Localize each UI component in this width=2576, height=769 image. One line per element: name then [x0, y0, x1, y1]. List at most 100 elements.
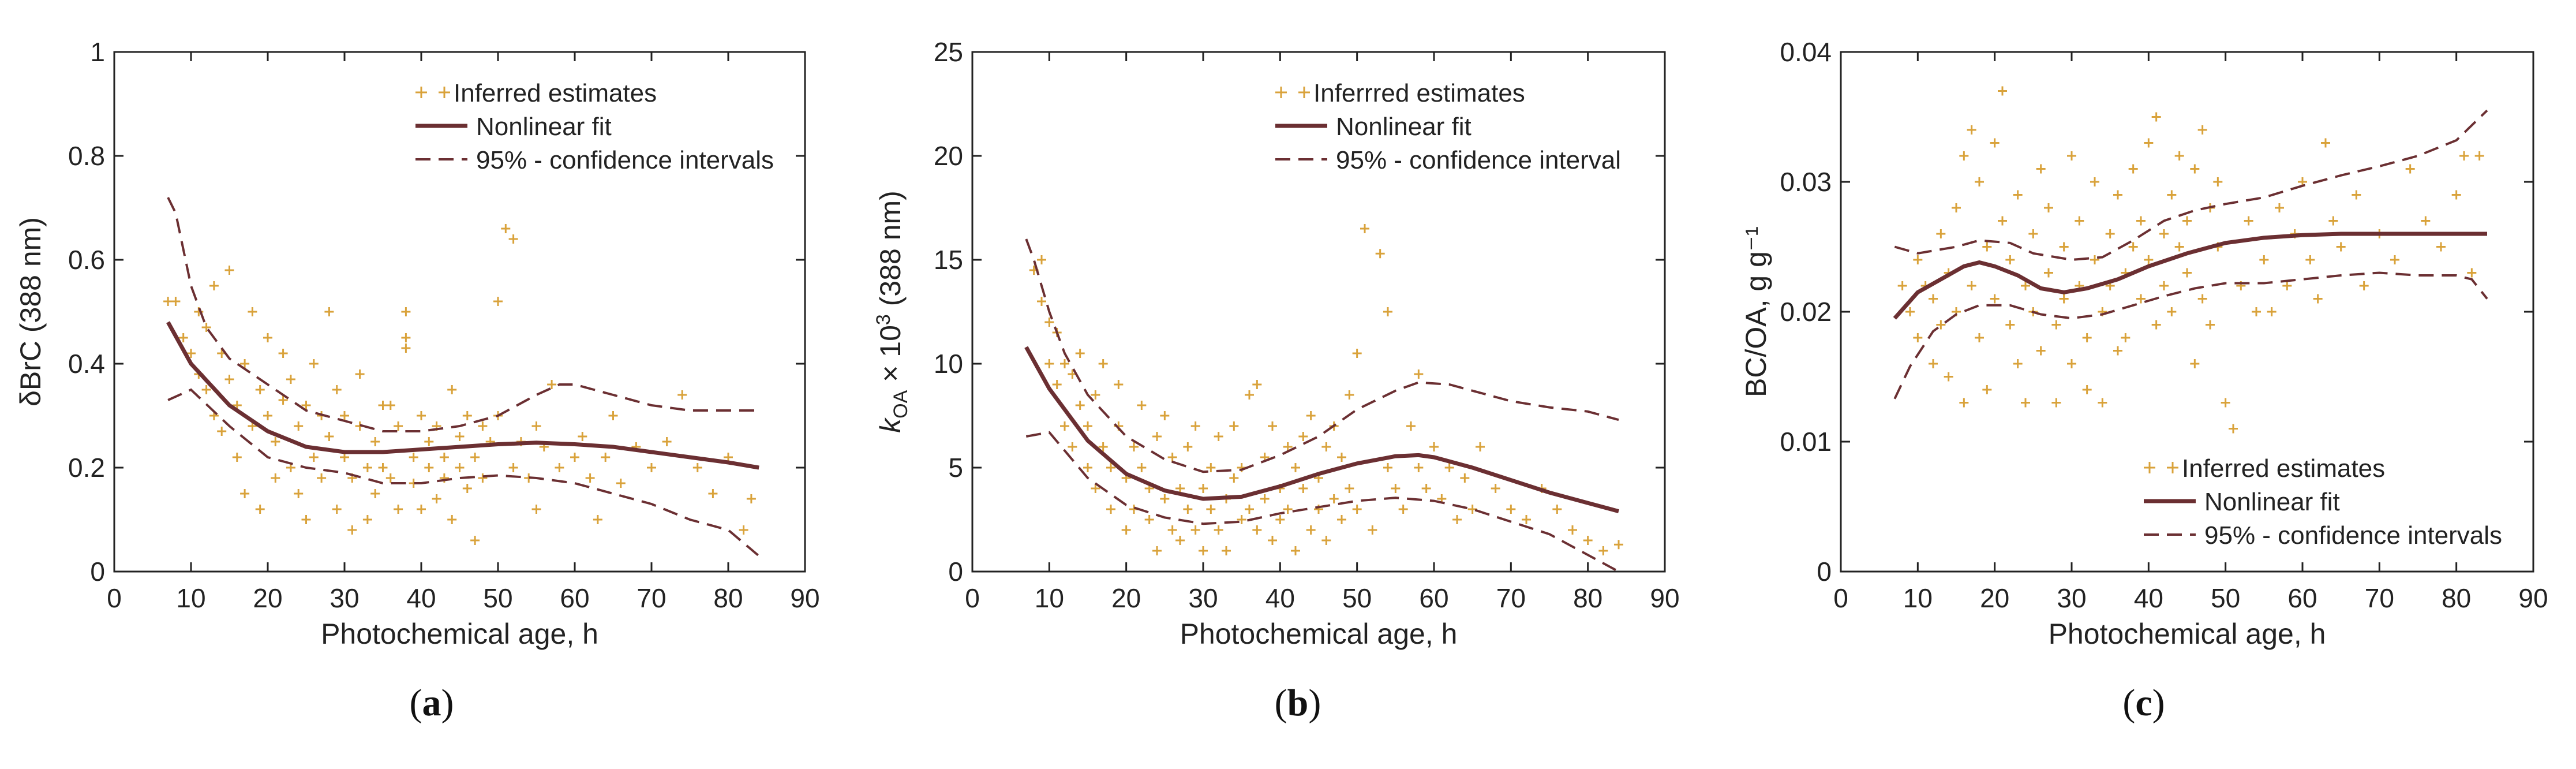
scatter-point [1506, 505, 1516, 514]
scatter-point [347, 525, 357, 535]
scatter-point [1091, 390, 1100, 400]
scatter-point [1037, 255, 1046, 264]
scatter-point [1913, 333, 1923, 342]
scatter-point [278, 349, 288, 358]
scatter-point [2467, 268, 2477, 278]
scatter-point [1252, 525, 1262, 535]
scatter-point [1568, 525, 1577, 535]
legend-label-scatter: Inferrred estimates [1313, 79, 1525, 107]
scatter-point [294, 421, 304, 431]
scatter-point [1183, 442, 1193, 451]
scatter-point [1252, 380, 1262, 389]
scatter-point [1383, 307, 1392, 316]
scatter-point [1982, 242, 1992, 252]
scatter-point [1222, 546, 1231, 555]
scatter-point [294, 489, 304, 498]
scatter-point [2136, 216, 2146, 226]
scatter-point [248, 307, 257, 316]
scatter-point [1152, 432, 1162, 441]
legend-marker-scatter [1275, 87, 1287, 98]
scatter-point [2197, 294, 2207, 304]
scatter-point [1337, 515, 1346, 524]
scatter-point [1298, 432, 1308, 441]
scatter-point [1129, 442, 1139, 451]
scatter-point [1167, 453, 1177, 462]
scatter-point [2113, 346, 2122, 356]
scatter-point [401, 307, 411, 316]
scatter-point [1345, 484, 1354, 493]
scatter-point [1167, 525, 1177, 535]
legend-label-ci: 95% - confidence intervals [476, 146, 774, 174]
scatter-point [2013, 190, 2023, 200]
scatter-point [470, 536, 480, 545]
x-tick-label: 40 [1265, 583, 1295, 613]
scatter-point [1583, 536, 1593, 545]
scatter-point [1268, 421, 1277, 431]
legend-marker-scatter [2144, 462, 2155, 473]
fit-line [166, 321, 759, 470]
scatter-point [1275, 515, 1285, 524]
scatter-point [1975, 177, 1984, 186]
scatter-point [2159, 229, 2169, 238]
scatter-point [2059, 294, 2069, 304]
scatter-point [1929, 294, 1938, 304]
scatter-point [2082, 385, 2092, 394]
scatter-point [2474, 151, 2484, 160]
scatter-point [2321, 138, 2330, 148]
scatter-point [286, 375, 295, 384]
scatter-point [462, 411, 472, 420]
scatter-point [1352, 349, 1362, 358]
scatter-point [385, 473, 395, 483]
scatter-point [2328, 216, 2338, 226]
scatter-point [1190, 525, 1200, 535]
legend-label-ci: 95% - confidence interval [1336, 146, 1621, 174]
scatter-point [324, 432, 334, 441]
scatter-point [309, 359, 319, 368]
scatter-point [217, 427, 227, 436]
legend-marker-scatter [415, 87, 427, 98]
scatter-point [1998, 86, 2007, 96]
scatter-point [2259, 255, 2269, 264]
scatter-point [2021, 398, 2030, 408]
x-tick-label: 70 [1496, 583, 1526, 613]
scatter-point [1982, 385, 1992, 394]
scatter-point [2213, 177, 2223, 186]
scatter-point [240, 489, 250, 498]
x-tick-label: 70 [2365, 583, 2394, 613]
scatter-point [340, 453, 349, 462]
scatter-point [401, 344, 411, 353]
scatter-point [424, 463, 434, 472]
scatter-point [271, 437, 280, 446]
scatter-point [2005, 320, 2015, 330]
scatter-point [1183, 505, 1193, 514]
scatter-point [746, 494, 756, 503]
x-axis-label: Photochemical age, h [321, 618, 598, 650]
scatter-point [409, 453, 418, 462]
scatter-point [2305, 255, 2315, 264]
scatter-point [1306, 525, 1316, 535]
x-tick-label: 0 [965, 583, 980, 613]
scatter-point [255, 505, 265, 514]
scatter-point [224, 375, 234, 384]
scatter-point [2182, 268, 2192, 278]
scatter-point [739, 525, 748, 535]
x-tick-label: 80 [713, 583, 743, 613]
x-tick-label: 90 [790, 583, 819, 613]
scatter-point [2275, 203, 2284, 212]
scatter-point [1368, 525, 1377, 535]
plot-data [1024, 224, 1623, 572]
scatter-point [178, 333, 188, 342]
scatter-point [2098, 398, 2107, 408]
scatter-point [2229, 424, 2238, 434]
scatter-point [424, 437, 434, 446]
scatter-point [1306, 411, 1316, 420]
scatter-point [1967, 281, 1976, 290]
scatter-point [301, 515, 311, 524]
scatter-point [1052, 380, 1062, 389]
scatter-point [1060, 359, 1069, 368]
scatter-point [2174, 242, 2184, 252]
x-tick-label: 20 [1111, 583, 1141, 613]
x-tick-label: 70 [636, 583, 666, 613]
y-tick-label: 1 [90, 37, 105, 67]
scatter-point [1360, 224, 1369, 233]
